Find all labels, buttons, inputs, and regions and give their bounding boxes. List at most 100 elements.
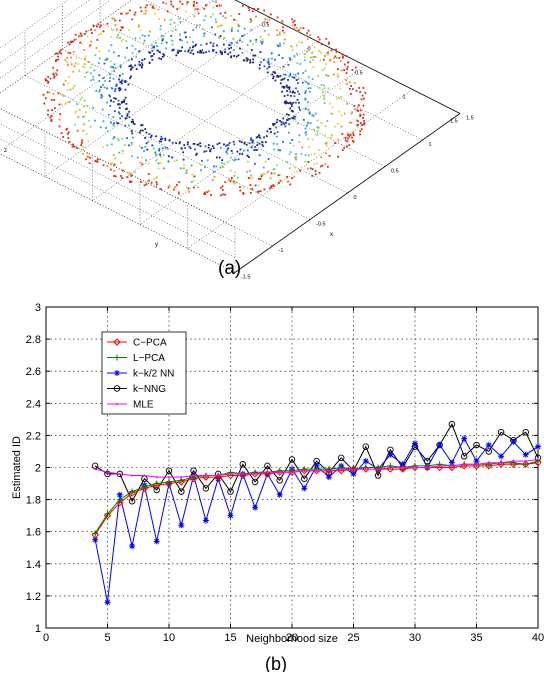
- scatter-point: [233, 182, 236, 185]
- scatter-point: [181, 3, 184, 6]
- scatter-point: [311, 78, 314, 81]
- scatter-point: [290, 105, 293, 108]
- scatter-point: [225, 144, 227, 147]
- data-point: [92, 536, 99, 543]
- scatter-point: [363, 119, 366, 122]
- data-point: [524, 460, 527, 463]
- scatter-point: [84, 76, 86, 78]
- scatter-point: [314, 112, 317, 115]
- scatter-point: [184, 147, 187, 149]
- scatter-point: [175, 54, 178, 57]
- scatter-point: [236, 41, 239, 44]
- scatter-point: [75, 57, 78, 60]
- data-point: [276, 491, 283, 498]
- scatter-point: [121, 115, 123, 117]
- scatter-point: [62, 95, 65, 97]
- scatter-point: [286, 175, 289, 178]
- scatter-point: [215, 51, 218, 54]
- scatter-point: [258, 142, 261, 145]
- scatter-point: [350, 93, 352, 95]
- scatter-point: [304, 80, 307, 83]
- scatter-point: [267, 60, 270, 63]
- scatter-point: [345, 55, 348, 57]
- scatter-point: [348, 121, 351, 124]
- scatter-point: [108, 94, 111, 97]
- scatter-point: [276, 29, 278, 32]
- scatter-point: [306, 167, 309, 170]
- axis-ticks: 11.21.41.61.822.22.42.62.830 5 10 15 20 25 30 3…: [26, 302, 544, 644]
- scatter-point: [218, 36, 220, 39]
- scatter-point: [202, 28, 204, 30]
- scatter-point: [107, 113, 110, 116]
- data-point: [103, 511, 112, 520]
- scatter-point: [234, 171, 237, 174]
- scatter-point: [348, 136, 351, 139]
- legend-swatch-marker: [114, 370, 120, 376]
- scatter-point: [103, 62, 106, 65]
- scatter-point: [224, 11, 227, 14]
- scatter-point: [227, 179, 230, 181]
- scatter-point: [313, 56, 316, 58]
- scatter-point: [57, 92, 60, 95]
- scatter-point: [98, 90, 101, 93]
- scatter-point: [120, 82, 123, 85]
- scatter-point: [154, 152, 157, 155]
- scatter-point: [222, 15, 224, 17]
- scatter-point: [350, 121, 353, 124]
- scatter-point: [310, 153, 313, 156]
- scatter-point: [166, 148, 169, 150]
- scatter-point: [273, 148, 276, 151]
- scatter-point: [180, 147, 183, 150]
- scatter-point: [316, 130, 319, 132]
- scatter-point: [296, 122, 299, 125]
- scatter-point: [65, 128, 68, 131]
- data-point: [485, 462, 493, 470]
- grid-line: [0, 0, 214, 152]
- scatter-point: [121, 72, 124, 75]
- x-axis-label: x: [330, 232, 333, 238]
- scatter-point: [294, 156, 297, 159]
- scatter-point: [285, 84, 288, 87]
- scatter-point: [78, 69, 81, 72]
- scatter-point: [64, 102, 67, 104]
- scatter-point: [60, 52, 63, 55]
- scatter-point: [84, 33, 86, 35]
- scatter-point: [59, 49, 62, 52]
- scatter-point: [159, 153, 162, 156]
- scatter-point: [352, 141, 355, 143]
- scatter-point: [173, 160, 176, 162]
- data-point: [116, 491, 123, 498]
- scatter-point: [336, 68, 339, 70]
- scatter-point: [323, 67, 326, 70]
- scatter-point: [81, 152, 84, 155]
- scatter-point: [270, 172, 273, 175]
- scatter-point: [286, 90, 288, 92]
- scatter-point: [331, 134, 333, 137]
- scatter-point: [272, 142, 275, 145]
- scatter-point: [345, 79, 348, 82]
- scatter-point: [307, 101, 309, 104]
- axis-line: [234, 113, 461, 273]
- data-point: [266, 471, 269, 474]
- scatter-point: [285, 102, 287, 105]
- scatter-point: [238, 13, 241, 15]
- data-point: [202, 517, 209, 524]
- scatter-point: [222, 166, 225, 168]
- scatter-point: [89, 66, 92, 69]
- scatter-point: [220, 24, 223, 27]
- scatter-point: [119, 66, 122, 68]
- scatter-point: [272, 75, 275, 78]
- scatter-point: [178, 17, 181, 20]
- scatter-point: [118, 89, 121, 92]
- scatter-point: [117, 99, 120, 102]
- scatter-point: [329, 102, 331, 105]
- scatter-point: [118, 111, 120, 114]
- scatter-point: [352, 132, 355, 135]
- scatter-point: [83, 49, 86, 51]
- scatter-point: [246, 160, 249, 163]
- scatter-point: [171, 141, 174, 144]
- y-tick-label: 2.4: [26, 398, 41, 410]
- scatter-point: [156, 49, 159, 52]
- scatter-point: [155, 185, 158, 188]
- scatter-point: [357, 110, 360, 112]
